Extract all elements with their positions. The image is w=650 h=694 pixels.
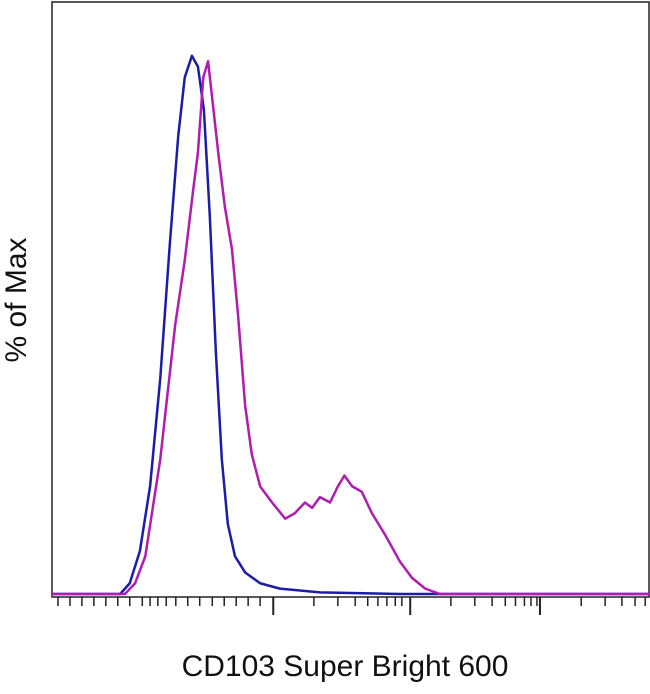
x-axis-label: CD103 Super Bright 600 bbox=[182, 650, 509, 683]
histogram-line bbox=[52, 54, 650, 596]
histogram-line bbox=[52, 59, 650, 596]
y-axis-label: % of Max bbox=[0, 237, 33, 362]
plot-frame bbox=[51, 1, 650, 598]
